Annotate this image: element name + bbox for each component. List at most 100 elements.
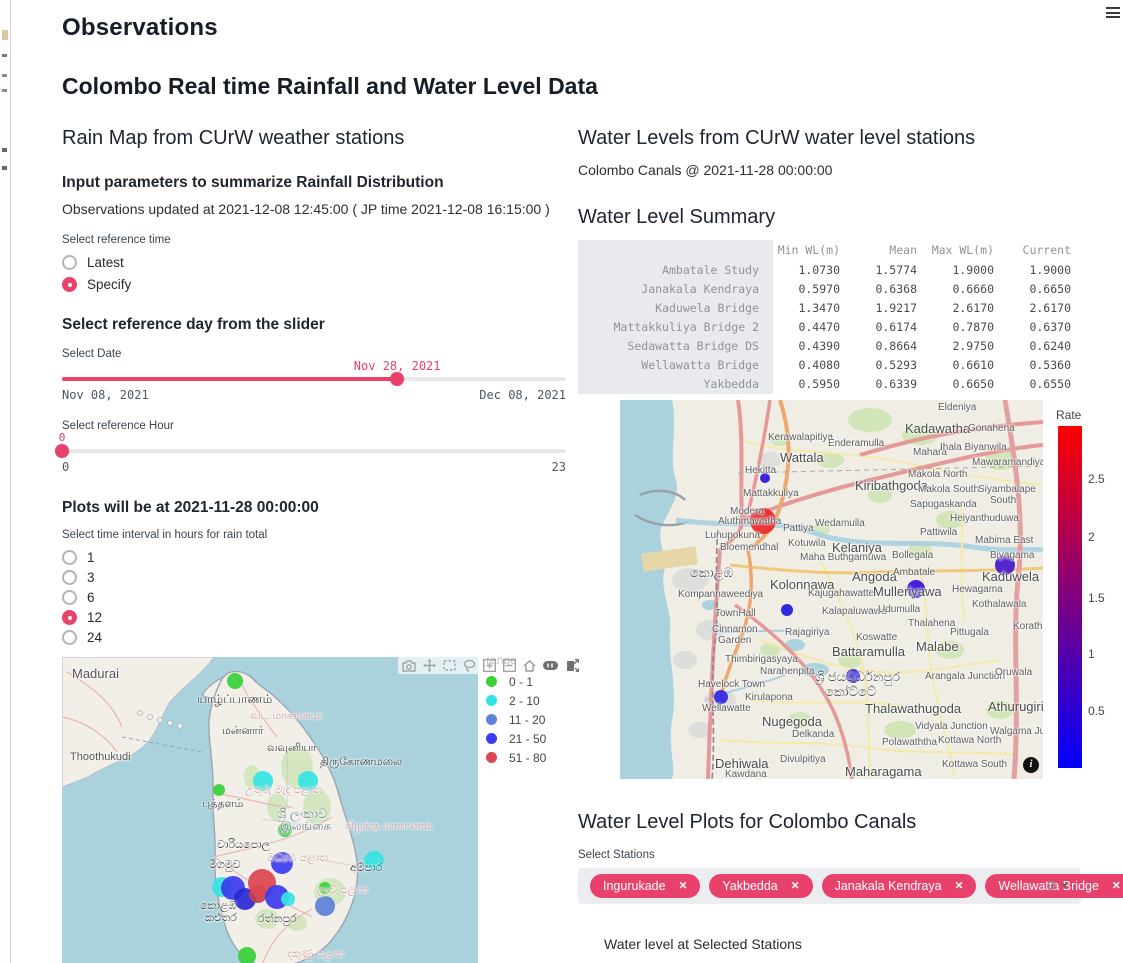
- rain-station-bubble[interactable]: [315, 896, 335, 916]
- rain-station-bubble[interactable]: [238, 947, 256, 963]
- map-place-label: Garden: [718, 635, 752, 646]
- colombo-basemap: [620, 400, 1043, 779]
- radio-option[interactable]: 12: [62, 608, 102, 627]
- map-place-label: Thalawathugoda: [865, 701, 962, 716]
- lasso-icon[interactable]: [463, 659, 476, 672]
- map-place-label: யாழ்ப்பாணம்: [197, 692, 273, 706]
- wl-station-bubble[interactable]: [907, 580, 925, 598]
- table-row: Janakala Kendraya 0.5970 0.6368 0.6660 0…: [578, 280, 1081, 299]
- station-chip[interactable]: Yakbedda ✕: [709, 874, 813, 898]
- edge-fragment: [2, 54, 7, 57]
- radio-button[interactable]: [62, 630, 77, 645]
- station-chip[interactable]: Janakala Kendraya ✕: [821, 874, 977, 898]
- box-select-icon[interactable]: [443, 659, 456, 672]
- map-place-label: இலங்கை: [280, 819, 332, 833]
- map-place-label: වාරියපොල: [217, 839, 271, 851]
- radio-button[interactable]: [62, 570, 77, 585]
- radio-button[interactable]: [62, 277, 77, 292]
- map-place-label: Thalahena: [908, 618, 956, 629]
- chip-close-icon[interactable]: ✕: [790, 880, 800, 892]
- map-place-label: Narahenpita: [760, 666, 815, 677]
- rain-map[interactable]: Madurai யாழ்ப்பாணம் வட மாகாணம் மன்னார் வ…: [62, 657, 478, 963]
- expand-icon[interactable]: [566, 659, 579, 672]
- radio-option[interactable]: 24: [62, 628, 102, 647]
- legend-item[interactable]: 21 - 50: [486, 729, 586, 748]
- zoom-out-icon[interactable]: [503, 659, 516, 672]
- map-attribution-icon[interactable]: i: [1023, 757, 1039, 773]
- radio-option[interactable]: 6: [62, 588, 102, 607]
- mean-wl-cell: 0.5293: [850, 356, 927, 375]
- station-chip[interactable]: Ingurukade ✕: [590, 874, 701, 898]
- date-slider-handle[interactable]: [390, 372, 405, 386]
- map-place-label: Bloemendhal: [720, 542, 779, 553]
- map-place-label: Arangala Junction: [925, 671, 1006, 682]
- left-edge-strip: [0, 0, 11, 963]
- date-label: Select Date: [62, 348, 122, 360]
- radio-button[interactable]: [62, 610, 77, 625]
- map-place-label: Eldeniya: [938, 402, 977, 413]
- zoom-in-icon[interactable]: [483, 659, 496, 672]
- map-place-label: Delkanda: [792, 729, 835, 740]
- legend-item[interactable]: 51 - 80: [486, 748, 586, 767]
- water-level-summary-table: Min WL(m)Mean WL(m)Max WL(m)Current WL(m…: [578, 240, 1081, 394]
- map-place-label: Madurai: [72, 666, 119, 681]
- station-name-cell: Sedawatta Bridge DS: [578, 337, 773, 356]
- wl-station-bubble[interactable]: [760, 473, 770, 483]
- rain-station-bubble[interactable]: [319, 882, 331, 894]
- rain-station-bubble[interactable]: [281, 892, 295, 906]
- radio-button[interactable]: [62, 255, 77, 270]
- rain-station-bubble[interactable]: [298, 771, 318, 791]
- chip-close-icon[interactable]: ✕: [954, 880, 964, 892]
- wl-station-bubble[interactable]: [846, 669, 860, 683]
- map-place-label: Kalapaluwawa: [822, 606, 887, 617]
- rain-station-bubble[interactable]: [278, 823, 292, 837]
- wl-station-bubble[interactable]: [750, 508, 776, 534]
- rain-station-bubble[interactable]: [213, 784, 225, 796]
- map-place-label: කොළඹ: [690, 565, 734, 580]
- station-chip[interactable]: Wellawatta Bridge ✕: [985, 874, 1123, 898]
- legend-item[interactable]: 0 - 1: [486, 672, 586, 691]
- hour-slider-rail[interactable]: [55, 444, 566, 458]
- hour-slider[interactable]: 0 0 23: [55, 431, 566, 475]
- wl-station-bubble[interactable]: [781, 604, 793, 616]
- radio-option[interactable]: 3: [62, 568, 102, 587]
- wl-station-bubble[interactable]: [714, 690, 728, 704]
- radio-option[interactable]: Latest: [62, 253, 131, 272]
- table-row: Kaduwela Bridge 1.3470 1.9217 2.6170 2.6…: [578, 299, 1081, 318]
- map-place-label: Kadawatha: [905, 421, 971, 436]
- chevron-down-icon[interactable]: ▾: [1061, 880, 1067, 892]
- chip-close-icon[interactable]: ✕: [678, 880, 688, 892]
- camera-icon[interactable]: [402, 659, 416, 672]
- hour-slider-min-mark: 0: [62, 460, 70, 474]
- radio-option[interactable]: Specify: [62, 275, 131, 294]
- date-slider-rail[interactable]: [62, 372, 566, 386]
- map-place-label: Kawdana: [725, 769, 767, 779]
- station-chip-label: Janakala Kendraya: [834, 879, 942, 893]
- map-place-label: කළුතර: [205, 912, 237, 924]
- legend-item[interactable]: 2 - 10: [486, 691, 586, 710]
- map-place-label: Kelaniya: [832, 540, 882, 555]
- water-level-map[interactable]: Eldeniya Kadawatha Gonahena Kerawalapiti…: [620, 400, 1043, 779]
- max-wl-cell: 2.9750: [927, 337, 1004, 356]
- date-slider-fill: [62, 377, 398, 381]
- chip-close-icon[interactable]: ✕: [1111, 880, 1121, 892]
- rain-station-bubble[interactable]: [253, 771, 273, 791]
- reset-view-icon[interactable]: [523, 659, 536, 672]
- gear-icon[interactable]: ⚙: [1045, 878, 1057, 893]
- rain-station-bubble[interactable]: [227, 673, 243, 689]
- rain-station-bubble[interactable]: [364, 851, 384, 871]
- wl-station-bubble[interactable]: [995, 555, 1015, 575]
- stations-multiselect[interactable]: Ingurukade ✕ Yakbedda ✕ Janakala Kendray…: [578, 868, 1123, 904]
- radio-button[interactable]: [62, 590, 77, 605]
- pan-icon[interactable]: [423, 659, 436, 672]
- radio-option[interactable]: 1: [62, 548, 102, 567]
- station-name-cell: Janakala Kendraya: [578, 280, 773, 299]
- menu-icon[interactable]: [1106, 7, 1120, 21]
- radio-button[interactable]: [62, 550, 77, 565]
- map-place-label: Kottawa North: [938, 735, 1002, 746]
- date-slider[interactable]: Nov 28, 2021 Nov 08, 2021 Dec 08, 2021: [62, 358, 566, 402]
- hour-slider-handle[interactable]: [55, 444, 69, 458]
- rain-station-bubble[interactable]: [271, 852, 293, 874]
- legend-item[interactable]: 11 - 20: [486, 710, 586, 729]
- plotly-logo-icon[interactable]: [543, 660, 559, 671]
